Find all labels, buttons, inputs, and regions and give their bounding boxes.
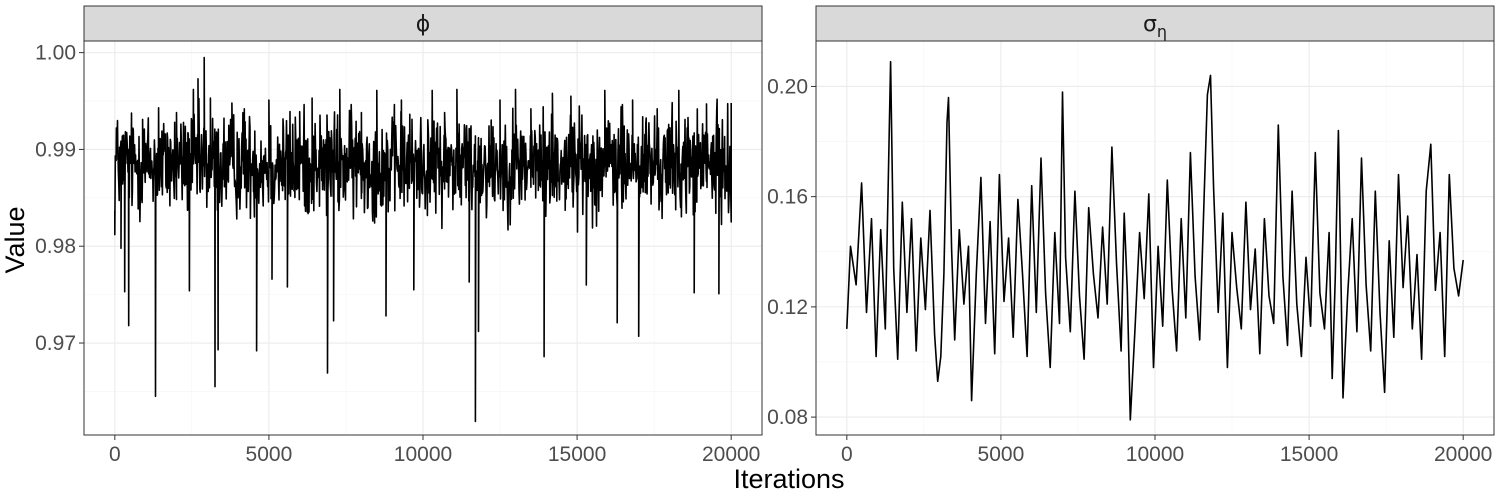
x-tick-label: 10000 bbox=[1126, 443, 1184, 466]
x-tick-label: 15000 bbox=[548, 443, 606, 466]
series-trace-line bbox=[114, 56, 732, 423]
x-tick-label: 5000 bbox=[246, 443, 293, 466]
y-tick-label: 0.97 bbox=[35, 332, 76, 355]
y-tick-label: 0.98 bbox=[35, 235, 76, 258]
x-axis-title: Iterations bbox=[733, 464, 844, 494]
y-tick-label: 0.08 bbox=[767, 406, 808, 429]
panel-1: 0 5000 10000 15000 20000 0.97 0.98 0.99 1.00 ϕ bbox=[35, 5, 763, 466]
facet-strip-label: ση bbox=[1143, 12, 1167, 41]
x-tick-label: 0 bbox=[109, 443, 121, 466]
facet-strip-symbol: ϕ bbox=[416, 12, 431, 37]
y-tick-label: 0.16 bbox=[767, 186, 808, 209]
x-tick-label: 10000 bbox=[394, 443, 452, 466]
x-tick-label: 20000 bbox=[702, 443, 760, 466]
facet-strip-subscript: η bbox=[1157, 22, 1167, 41]
y-tick-label: 0.99 bbox=[35, 138, 76, 161]
x-tick-label: 0 bbox=[841, 443, 853, 466]
series-trace-line bbox=[846, 60, 1464, 421]
panels: 0 5000 10000 15000 20000 0.97 0.98 0.99 1.00 ϕ 0 50… bbox=[35, 5, 1495, 466]
facet-strip-label: ϕ bbox=[416, 12, 431, 37]
y-tick-label: 0.20 bbox=[767, 75, 808, 98]
x-tick-label: 15000 bbox=[1280, 443, 1338, 466]
x-tick-label: 5000 bbox=[978, 443, 1025, 466]
y-tick-label: 1.00 bbox=[35, 42, 76, 65]
y-tick-label: 0.12 bbox=[767, 296, 808, 319]
facet-strip bbox=[83, 5, 763, 42]
panel-2: 0 5000 10000 15000 20000 0.08 0.12 0.16 0.20 ση bbox=[767, 5, 1495, 466]
facet-strip-symbol: σ bbox=[1143, 12, 1157, 37]
facet-strip bbox=[815, 5, 1495, 42]
y-axis-title: Value bbox=[0, 206, 30, 273]
x-tick-label: 20000 bbox=[1434, 443, 1492, 466]
